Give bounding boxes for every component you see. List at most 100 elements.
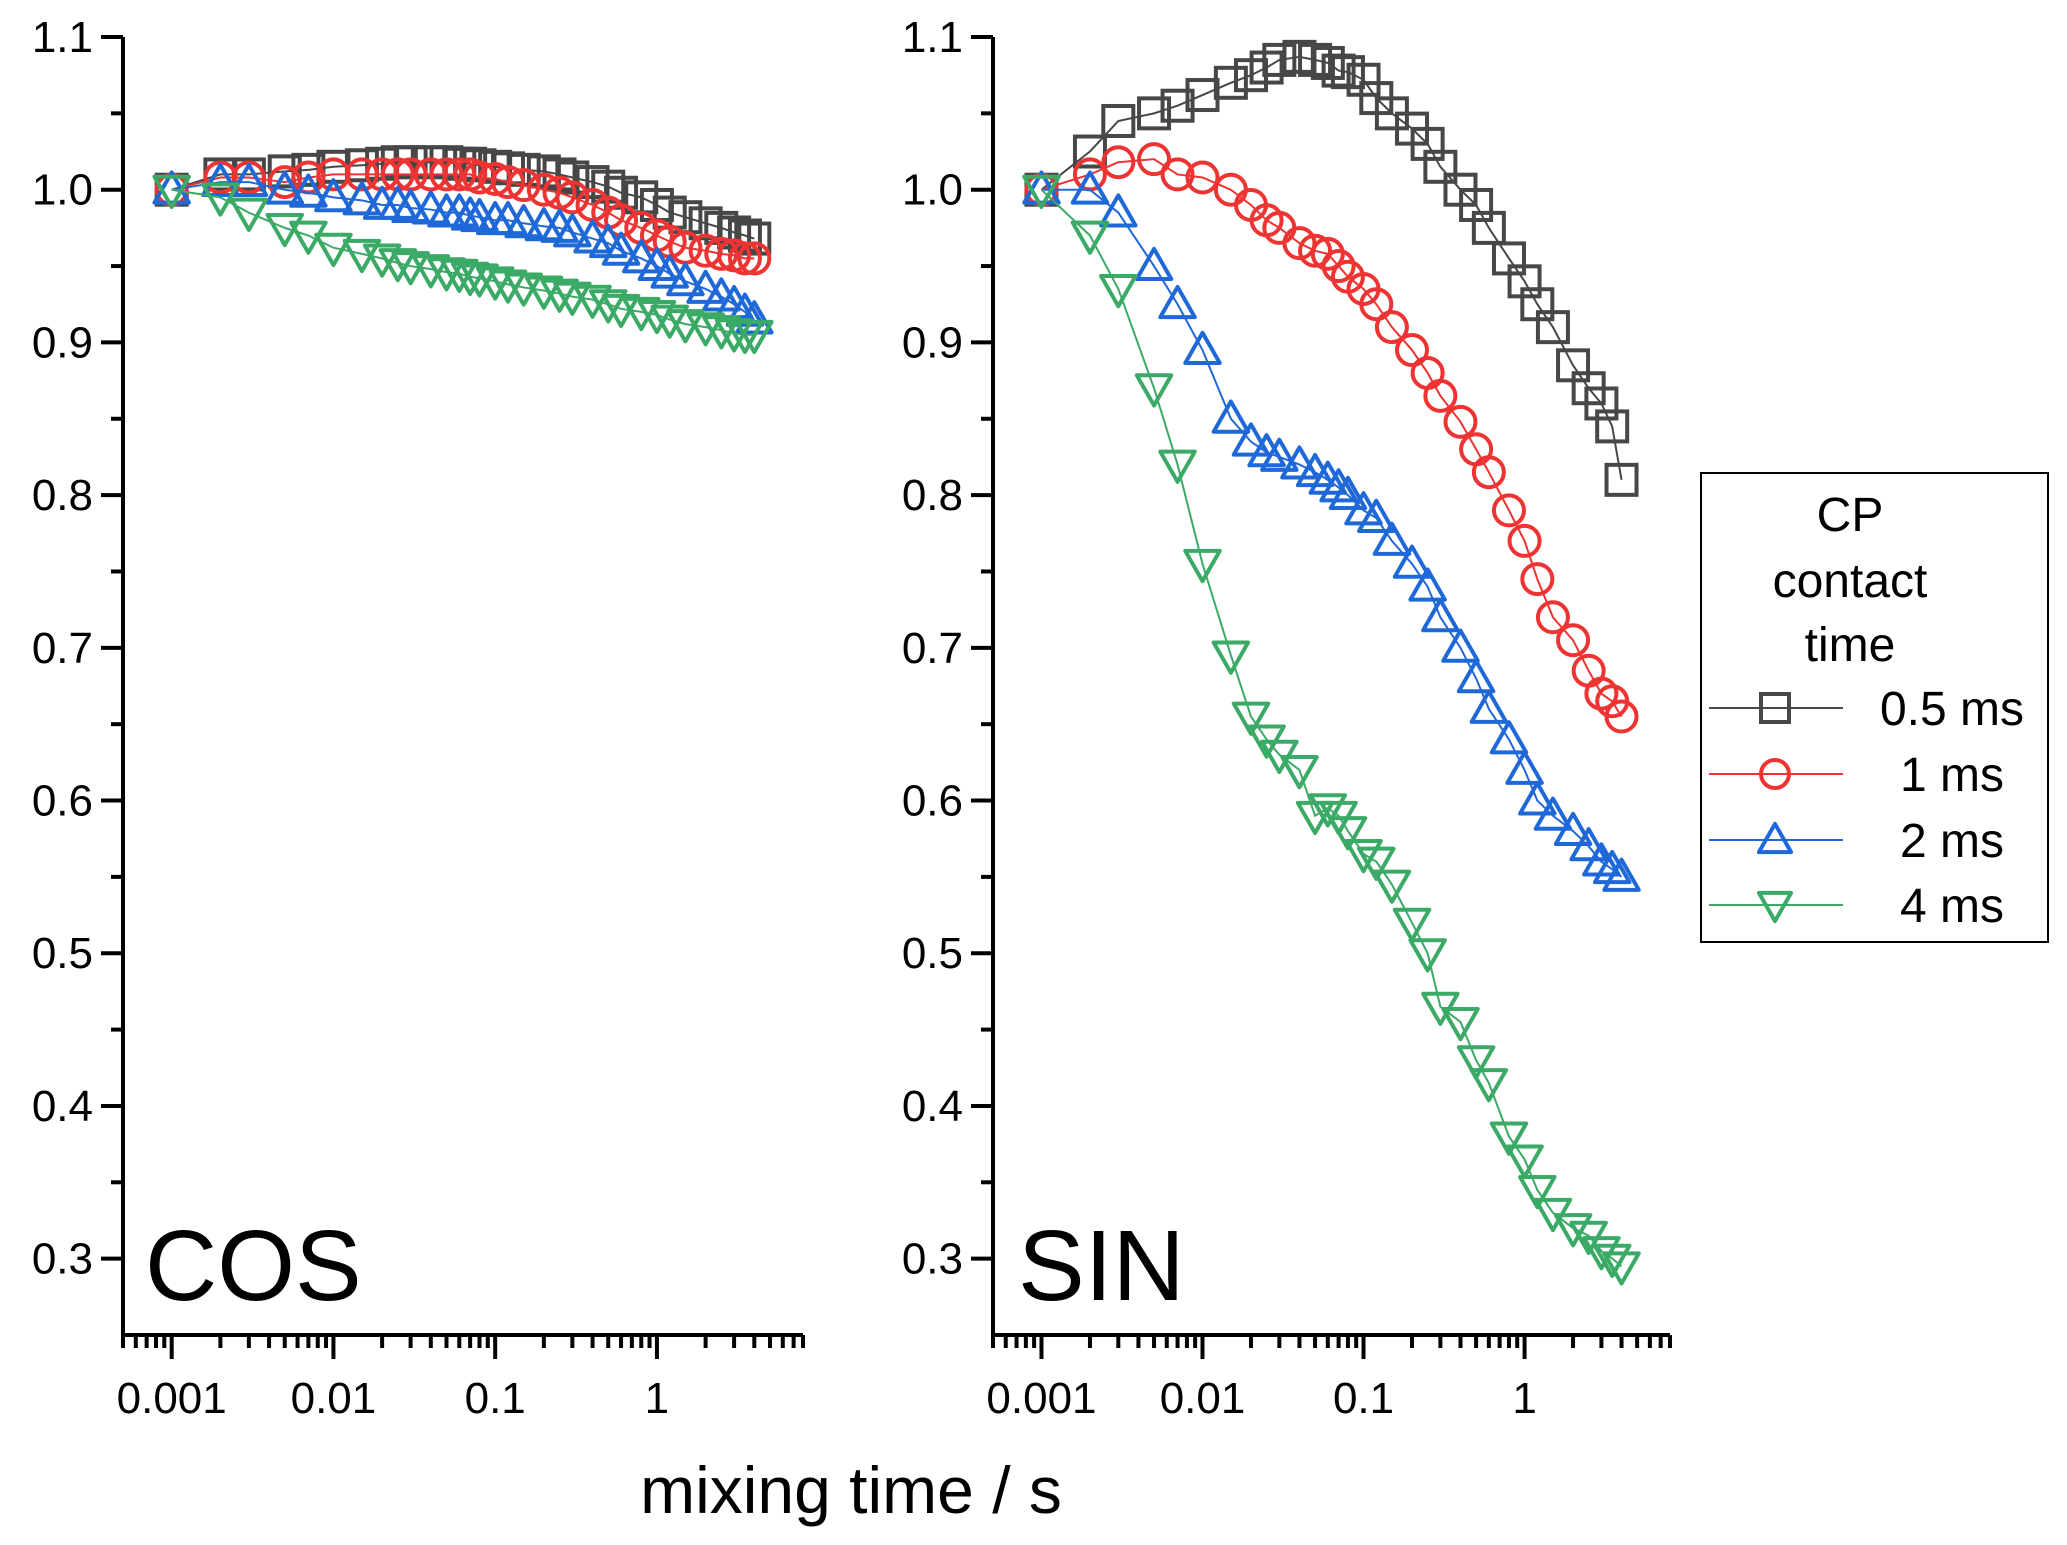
data-point — [1357, 846, 1396, 881]
y-tick-label: 0.3 — [32, 1235, 93, 1284]
data-point — [1372, 521, 1412, 556]
data-point — [229, 162, 269, 198]
data-point — [378, 248, 418, 283]
data-point — [1249, 50, 1284, 85]
series-line — [1040, 188, 1623, 1268]
legend-entry: 0.5 ms — [1709, 683, 2024, 736]
data-point — [460, 263, 499, 298]
data-point — [1505, 1144, 1544, 1179]
y-tick-label: 0.3 — [902, 1235, 963, 1284]
data-point — [1471, 455, 1506, 490]
x-tick-label: 0.001 — [117, 1374, 227, 1423]
data-point — [1471, 210, 1506, 245]
data-point — [1441, 628, 1480, 663]
data-point — [1602, 857, 1641, 892]
data-point — [1160, 88, 1195, 123]
y-tick-label: 0.7 — [902, 624, 963, 673]
data-point — [391, 188, 430, 223]
data-point — [440, 193, 479, 228]
legend-title-line-1: CP — [1817, 489, 1884, 542]
x-tick-label: 1 — [645, 1374, 669, 1423]
cos-panel: 0.3 0.4 0.5 0.6 0.7 0.8 0.9 1.0 1.1 0.001 0.01 0.1 1… — [32, 13, 805, 1423]
data-point — [1183, 548, 1222, 584]
data-point — [442, 157, 477, 192]
data-point — [1298, 42, 1333, 77]
y-tick-label: 1.0 — [32, 166, 93, 215]
data-point — [725, 292, 765, 327]
data-point — [1295, 452, 1335, 488]
data-point — [1423, 149, 1458, 184]
data-point — [411, 254, 451, 289]
data-point — [1328, 475, 1368, 511]
data-point — [1022, 170, 1061, 205]
series-2-ms — [1022, 170, 1641, 892]
x-tick-label: 0.001 — [986, 1374, 1096, 1423]
data-point — [362, 243, 402, 278]
data-point — [588, 289, 628, 324]
data-point — [1421, 598, 1460, 633]
x-tick-label: 0.1 — [1333, 1374, 1394, 1423]
y-tick-label: 0.4 — [32, 1082, 93, 1131]
data-point — [1160, 157, 1195, 192]
y-tick-label: 0.6 — [902, 777, 963, 826]
data-point — [1213, 65, 1248, 100]
data-point — [152, 170, 191, 205]
data-point — [622, 239, 661, 274]
legend-entry: 2 ms — [1709, 815, 2004, 868]
data-point — [737, 221, 772, 256]
data-point — [1408, 567, 1447, 602]
data-point — [1372, 869, 1412, 904]
data-point — [1231, 422, 1271, 457]
data-point — [1099, 274, 1138, 309]
data-point — [314, 232, 353, 267]
data-point — [267, 165, 302, 200]
data-point — [1443, 404, 1478, 439]
data-point — [637, 299, 677, 335]
data-point — [1518, 1174, 1557, 1210]
data-point — [686, 312, 725, 347]
data-point — [1280, 755, 1319, 790]
series-1-ms — [1024, 142, 1639, 734]
legend-label: 0.5 ms — [1880, 683, 2024, 736]
data-point — [289, 173, 328, 208]
data-point — [1392, 907, 1432, 942]
data-point — [650, 254, 689, 289]
y-tick-label: 0.9 — [902, 318, 963, 367]
sin-panel: 0.3 0.4 0.5 0.6 0.7 0.8 0.9 1.0 1.1 0.001 0.01 0.1 1… — [902, 13, 1672, 1423]
data-point — [1280, 445, 1319, 480]
data-point — [524, 275, 564, 310]
data-point — [1595, 409, 1630, 444]
data-point — [1456, 1045, 1496, 1080]
data-point — [1469, 689, 1509, 724]
data-point — [1295, 800, 1335, 836]
legend-entries: 0.5 ms 1 ms 2 ms 4 ms — [1709, 683, 2024, 933]
data-point — [314, 178, 353, 213]
legend-label: 4 ms — [1900, 880, 2004, 933]
y-tick-label: 0.4 — [902, 1082, 963, 1131]
data-point — [555, 180, 590, 215]
data-point — [231, 160, 266, 195]
data-point — [1507, 523, 1542, 558]
data-point — [1592, 849, 1632, 885]
data-point — [1489, 720, 1529, 755]
data-point — [1374, 310, 1409, 345]
legend-entry: 4 ms — [1709, 880, 2004, 933]
data-point — [1584, 386, 1619, 421]
data-point — [735, 319, 774, 355]
data-point — [1319, 468, 1358, 503]
data-point — [152, 174, 191, 209]
y-tick-label: 0.6 — [32, 777, 93, 826]
legend-label: 1 ms — [1900, 749, 2004, 802]
legend-marker-square-icon — [1759, 692, 1791, 724]
data-point — [1183, 330, 1222, 365]
data-point — [267, 154, 302, 189]
x-tick-label: 1 — [1512, 1374, 1536, 1423]
data-point — [1459, 187, 1494, 222]
y-tick-label: 0.5 — [32, 929, 93, 978]
data-point — [378, 185, 418, 220]
series-0_5-ms — [1024, 39, 1639, 497]
y-tick-label: 0.5 — [902, 929, 963, 978]
data-point — [1211, 399, 1251, 434]
data-point — [265, 170, 304, 205]
